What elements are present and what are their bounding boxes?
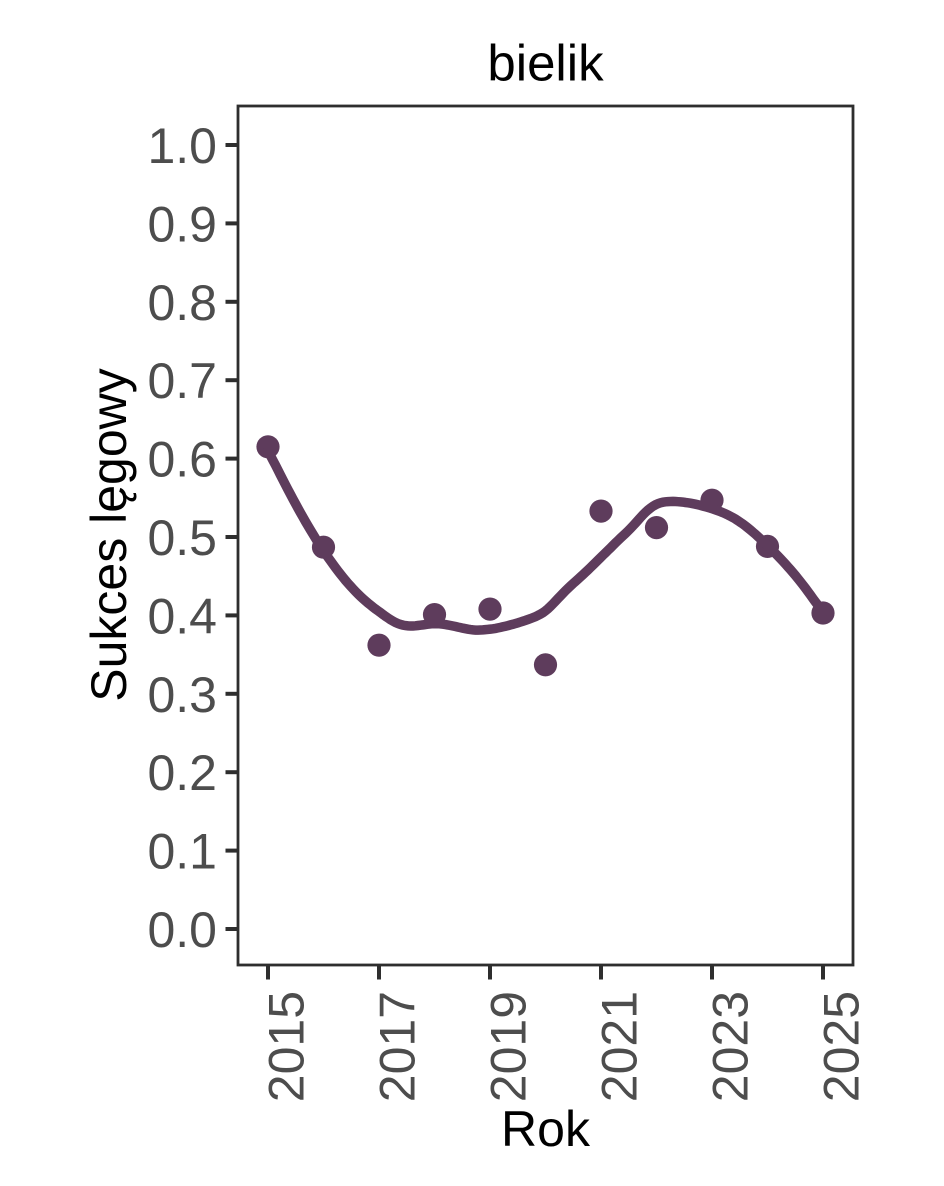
svg-text:bielik: bielik <box>487 35 604 92</box>
svg-text:0.3: 0.3 <box>147 667 217 723</box>
svg-text:2015: 2015 <box>259 991 315 1102</box>
svg-text:0.1: 0.1 <box>147 824 217 880</box>
svg-text:2019: 2019 <box>481 991 537 1102</box>
svg-text:2023: 2023 <box>703 991 759 1102</box>
svg-text:0.9: 0.9 <box>147 196 217 252</box>
svg-text:0.2: 0.2 <box>147 745 217 801</box>
svg-text:1.0: 1.0 <box>147 118 217 174</box>
svg-text:Sukces lęgowy: Sukces lęgowy <box>81 368 137 702</box>
svg-text:0.0: 0.0 <box>147 902 217 958</box>
svg-text:2025: 2025 <box>814 991 870 1102</box>
svg-text:0.7: 0.7 <box>147 353 217 409</box>
svg-text:0.5: 0.5 <box>147 510 217 566</box>
svg-text:0.6: 0.6 <box>147 432 217 488</box>
svg-text:0.8: 0.8 <box>147 275 217 331</box>
svg-text:0.4: 0.4 <box>147 588 217 644</box>
svg-text:Rok: Rok <box>501 1101 591 1157</box>
svg-text:2021: 2021 <box>592 991 648 1102</box>
svg-text:2017: 2017 <box>370 991 426 1102</box>
